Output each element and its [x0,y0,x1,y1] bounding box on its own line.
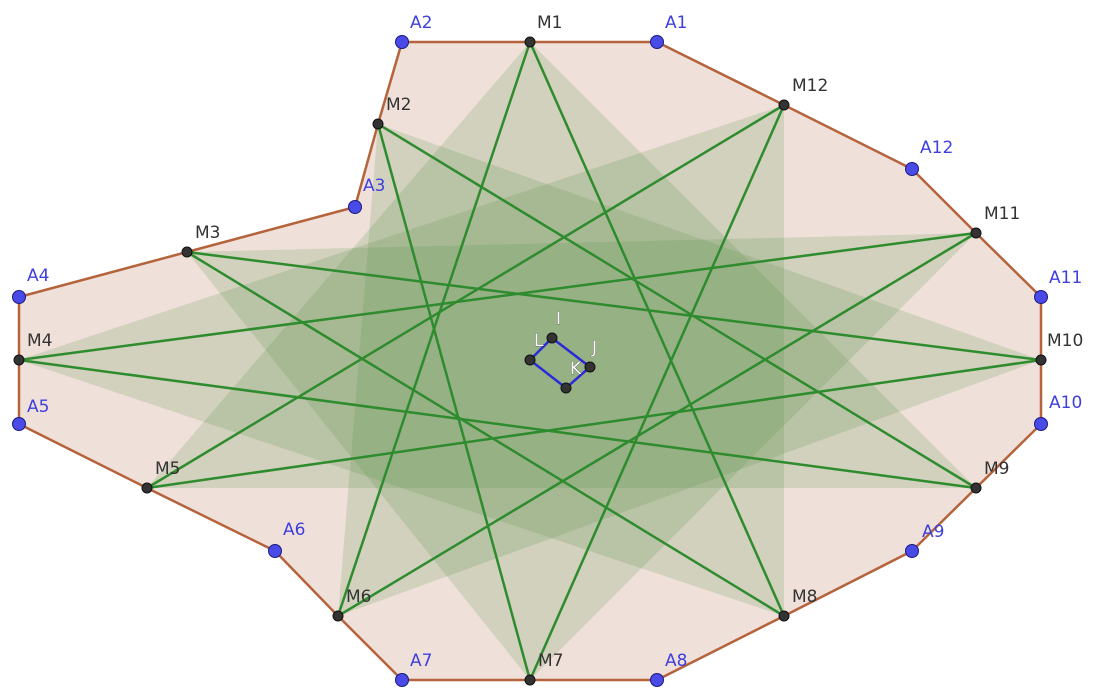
label-a8: A8 [665,651,687,671]
segment-m5-m12[interactable] [146,103,785,490]
segment-m12-m7[interactable] [528,104,786,681]
label-k: K [570,359,582,379]
point-a6[interactable] [268,544,282,558]
segment-m7-m2[interactable] [376,123,532,681]
point-a4[interactable] [12,290,26,304]
segment-m3-m10[interactable] [186,250,1042,362]
label-m3: M3 [195,223,220,243]
point-k[interactable] [560,382,572,394]
star-triangle-4 [19,105,784,616]
point-m10[interactable] [1035,354,1047,366]
point-a8[interactable] [650,673,664,687]
point-a12[interactable] [905,162,919,176]
label-a11: A11 [1049,268,1082,288]
point-m11[interactable] [970,227,982,239]
label-j: J [591,338,597,358]
star-edges [18,41,1042,681]
point-j[interactable] [584,361,596,373]
label-m8: M8 [792,587,817,607]
star-fill-layer [19,42,1041,680]
point-m7[interactable] [524,674,536,686]
label-a3: A3 [363,176,385,196]
segment-m8-m3[interactable] [186,250,785,618]
segment-m1-m8[interactable] [528,41,786,617]
point-a1[interactable] [650,35,664,49]
segment-m2-m9[interactable] [377,122,977,490]
point-a5[interactable] [12,417,26,431]
label-m1: M1 [537,13,562,33]
point-m2[interactable] [372,118,384,130]
label-a1: A1 [665,13,687,33]
label-i: I [556,309,561,329]
label-m6: M6 [346,587,371,607]
segment-m4-m11[interactable] [18,231,977,362]
label-m11: M11 [984,204,1020,224]
label-a7: A7 [410,651,432,671]
label-m2: M2 [386,95,411,115]
labels-layer: A1 A2 A3 A4 A5 A6 A7 A8 A9 A10 A11 A12 M1 M2 M3 M4 M5 M6 M… [27,13,1083,671]
label-a5: A5 [27,397,49,417]
segment-m9-m4[interactable] [18,358,977,490]
point-m9[interactable] [970,482,982,494]
point-m12[interactable] [778,99,790,111]
point-m5[interactable] [141,482,153,494]
point-a3[interactable] [348,200,362,214]
segment-m6-m1[interactable] [336,41,532,617]
point-a9[interactable] [905,544,919,558]
point-m1[interactable] [524,36,536,48]
label-m12: M12 [792,76,828,96]
points-layer [12,35,1048,687]
label-m5: M5 [155,459,180,479]
point-a11[interactable] [1034,290,1048,304]
label-m7: M7 [538,651,563,671]
point-l[interactable] [524,354,536,366]
point-m8[interactable] [778,610,790,622]
point-m4[interactable] [13,354,25,366]
segment-m11-m6[interactable] [337,231,977,618]
label-a10: A10 [1049,393,1082,413]
label-a6: A6 [283,520,305,540]
label-a12: A12 [920,138,953,158]
point-a10[interactable] [1034,417,1048,431]
point-a2[interactable] [395,35,409,49]
segment-m10-m5[interactable] [146,358,1042,490]
label-l: L [534,331,544,351]
point-a7[interactable] [395,673,409,687]
label-m9: M9 [984,459,1009,479]
star-triangle-2 [338,124,1041,616]
label-m10: M10 [1047,331,1083,351]
label-a2: A2 [410,13,432,33]
point-m6[interactable] [332,610,344,622]
label-m4: M4 [27,331,52,351]
point-i[interactable] [546,332,558,344]
star-triangle-1 [147,42,976,488]
label-a4: A4 [27,266,49,286]
label-a9: A9 [922,522,944,542]
point-m3[interactable] [181,246,193,258]
